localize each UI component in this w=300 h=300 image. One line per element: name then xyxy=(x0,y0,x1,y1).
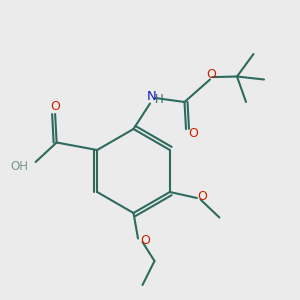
Text: O: O xyxy=(207,68,216,81)
Text: O: O xyxy=(189,127,198,140)
Text: N: N xyxy=(147,90,156,104)
Text: H: H xyxy=(154,93,164,106)
Text: O: O xyxy=(50,100,60,113)
Text: O: O xyxy=(141,233,150,247)
Text: OH: OH xyxy=(10,160,28,173)
Text: O: O xyxy=(197,190,207,203)
